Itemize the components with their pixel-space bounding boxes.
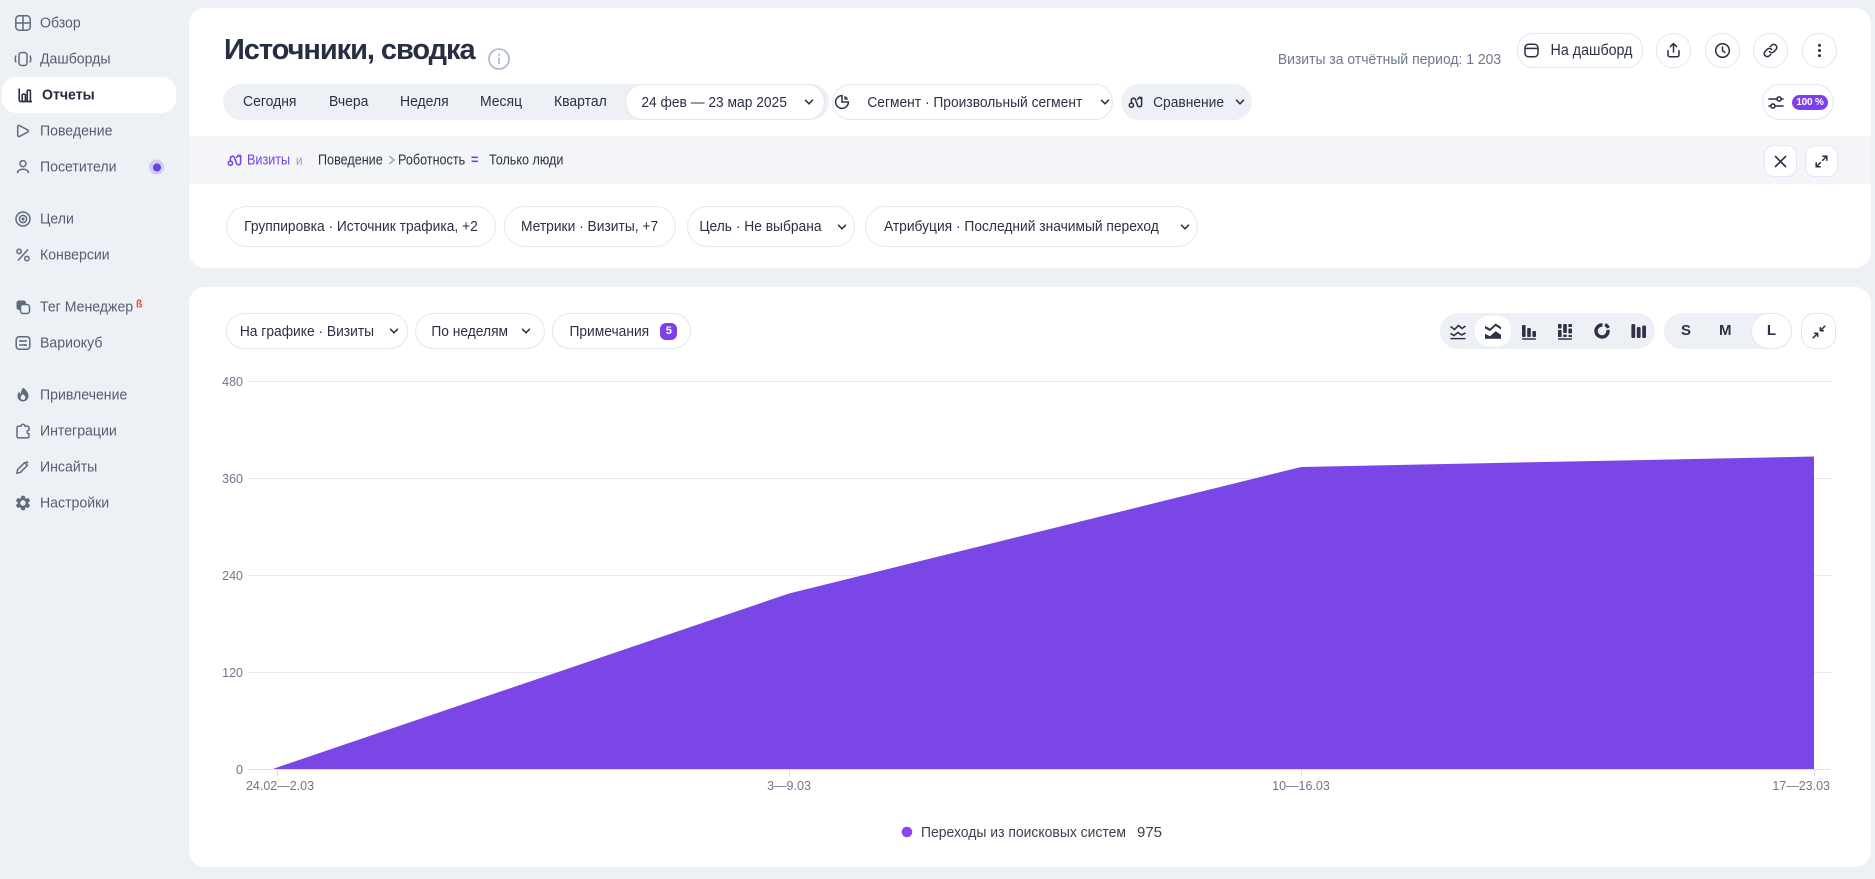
svg-text:240: 240 [222, 569, 243, 583]
svg-text:24.02—2.03: 24.02—2.03 [246, 779, 314, 793]
svg-text:480: 480 [222, 375, 243, 389]
svg-text:3—9.03: 3—9.03 [767, 779, 811, 793]
svg-text:10—16.03: 10—16.03 [1272, 779, 1330, 793]
svg-text:360: 360 [222, 472, 243, 486]
svg-text:0: 0 [236, 763, 243, 777]
svg-text:17—23.03: 17—23.03 [1772, 779, 1830, 793]
svg-text:120: 120 [222, 666, 243, 680]
svg-text:975: 975 [1137, 824, 1162, 841]
svg-text:Переходы из поисковых систем: Переходы из поисковых систем [921, 824, 1126, 841]
